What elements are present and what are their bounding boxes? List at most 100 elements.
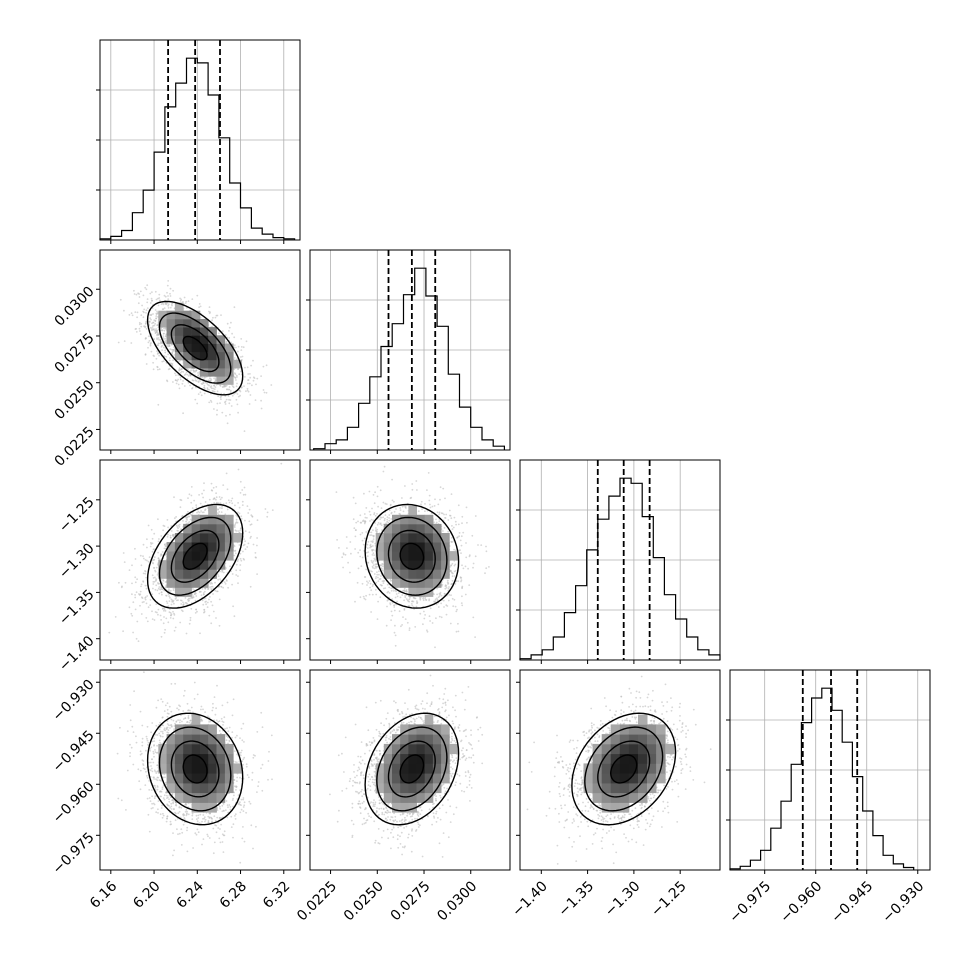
sample-point xyxy=(374,588,377,591)
sample-point xyxy=(256,519,259,522)
sample-point xyxy=(149,292,152,295)
sample-point xyxy=(224,403,227,405)
sample-point xyxy=(150,528,153,531)
sample-point xyxy=(450,594,452,597)
sample-point xyxy=(244,376,246,378)
sample-point xyxy=(365,594,367,597)
sample-point xyxy=(155,603,158,605)
sample-point xyxy=(173,629,176,632)
sample-point xyxy=(188,622,191,625)
sample-point xyxy=(149,604,152,607)
sample-point xyxy=(168,367,171,370)
sample-point xyxy=(188,493,191,496)
sample-point xyxy=(138,330,141,332)
sample-point xyxy=(242,346,245,349)
sample-point xyxy=(190,494,193,497)
histogram-panel-3 xyxy=(516,459,721,661)
sample-point xyxy=(429,503,431,506)
sample-point xyxy=(208,598,210,601)
sample-point xyxy=(128,569,131,571)
sample-point xyxy=(152,368,155,371)
sample-point xyxy=(249,376,252,379)
sample-point xyxy=(236,393,239,395)
sample-point xyxy=(210,600,213,603)
sample-point xyxy=(202,496,205,499)
sample-point xyxy=(179,378,182,381)
sample-point xyxy=(379,596,382,599)
panel-frame xyxy=(309,249,511,451)
sample-point xyxy=(142,316,145,319)
sample-point xyxy=(185,300,188,303)
sample-point xyxy=(241,489,244,491)
sample-point xyxy=(209,311,212,314)
sample-point xyxy=(139,590,142,593)
sample-point xyxy=(242,493,245,496)
sample-point xyxy=(143,601,145,603)
sample-point xyxy=(249,524,252,526)
sample-point xyxy=(167,295,169,297)
sample-point xyxy=(216,402,219,405)
sample-point xyxy=(154,290,157,293)
sample-point xyxy=(199,502,202,505)
sample-point xyxy=(163,525,166,528)
sample-point xyxy=(220,586,223,588)
sample-point xyxy=(216,409,219,412)
sample-point xyxy=(179,506,182,509)
sample-point xyxy=(145,602,148,605)
sample-point xyxy=(208,614,211,617)
sample-point xyxy=(216,590,218,593)
sample-point xyxy=(162,607,164,610)
sample-point xyxy=(185,632,188,635)
sample-point xyxy=(137,302,140,305)
sample-point xyxy=(130,342,133,344)
sample-point xyxy=(239,552,242,555)
sample-point xyxy=(144,337,147,339)
sample-point xyxy=(256,573,258,575)
sample-point xyxy=(139,333,142,336)
sample-point xyxy=(150,342,152,344)
sample-point xyxy=(151,610,153,613)
sample-point xyxy=(138,321,141,324)
sample-point xyxy=(228,330,230,332)
sample-point xyxy=(448,594,451,596)
histogram-steps xyxy=(729,687,915,870)
sample-point xyxy=(158,293,161,296)
sample-point xyxy=(240,349,243,351)
sample-point xyxy=(173,612,175,615)
sample-point xyxy=(201,492,204,495)
sample-point xyxy=(156,350,158,353)
sample-point xyxy=(211,604,214,607)
sample-point xyxy=(248,508,251,511)
sample-point xyxy=(173,517,176,520)
sample-point xyxy=(142,543,145,546)
sample-point xyxy=(239,480,242,483)
y-tick-label: 0.0225 xyxy=(52,424,98,470)
sample-point xyxy=(220,314,222,316)
sample-point xyxy=(142,294,145,297)
sample-point xyxy=(144,596,147,599)
sample-point xyxy=(142,581,145,583)
sample-point xyxy=(198,306,201,309)
sample-point xyxy=(149,344,152,347)
sample-point xyxy=(213,408,215,410)
sample-point xyxy=(242,557,245,560)
sample-point xyxy=(231,583,234,586)
sample-point xyxy=(131,593,133,596)
sample-point xyxy=(391,614,394,617)
sample-point xyxy=(136,620,139,623)
sample-point xyxy=(457,630,460,633)
sample-point xyxy=(213,502,216,504)
sample-point xyxy=(246,546,249,548)
sample-point xyxy=(218,624,221,627)
sample-point xyxy=(244,493,247,496)
sample-point xyxy=(177,383,180,386)
sample-point xyxy=(231,332,234,335)
sample-point xyxy=(189,384,191,387)
sample-point xyxy=(203,609,206,611)
sample-point xyxy=(138,593,140,595)
sample-point xyxy=(147,560,150,563)
sample-point xyxy=(457,523,460,526)
sample-point xyxy=(146,546,148,549)
sample-point xyxy=(254,552,257,554)
sample-point xyxy=(144,354,147,356)
